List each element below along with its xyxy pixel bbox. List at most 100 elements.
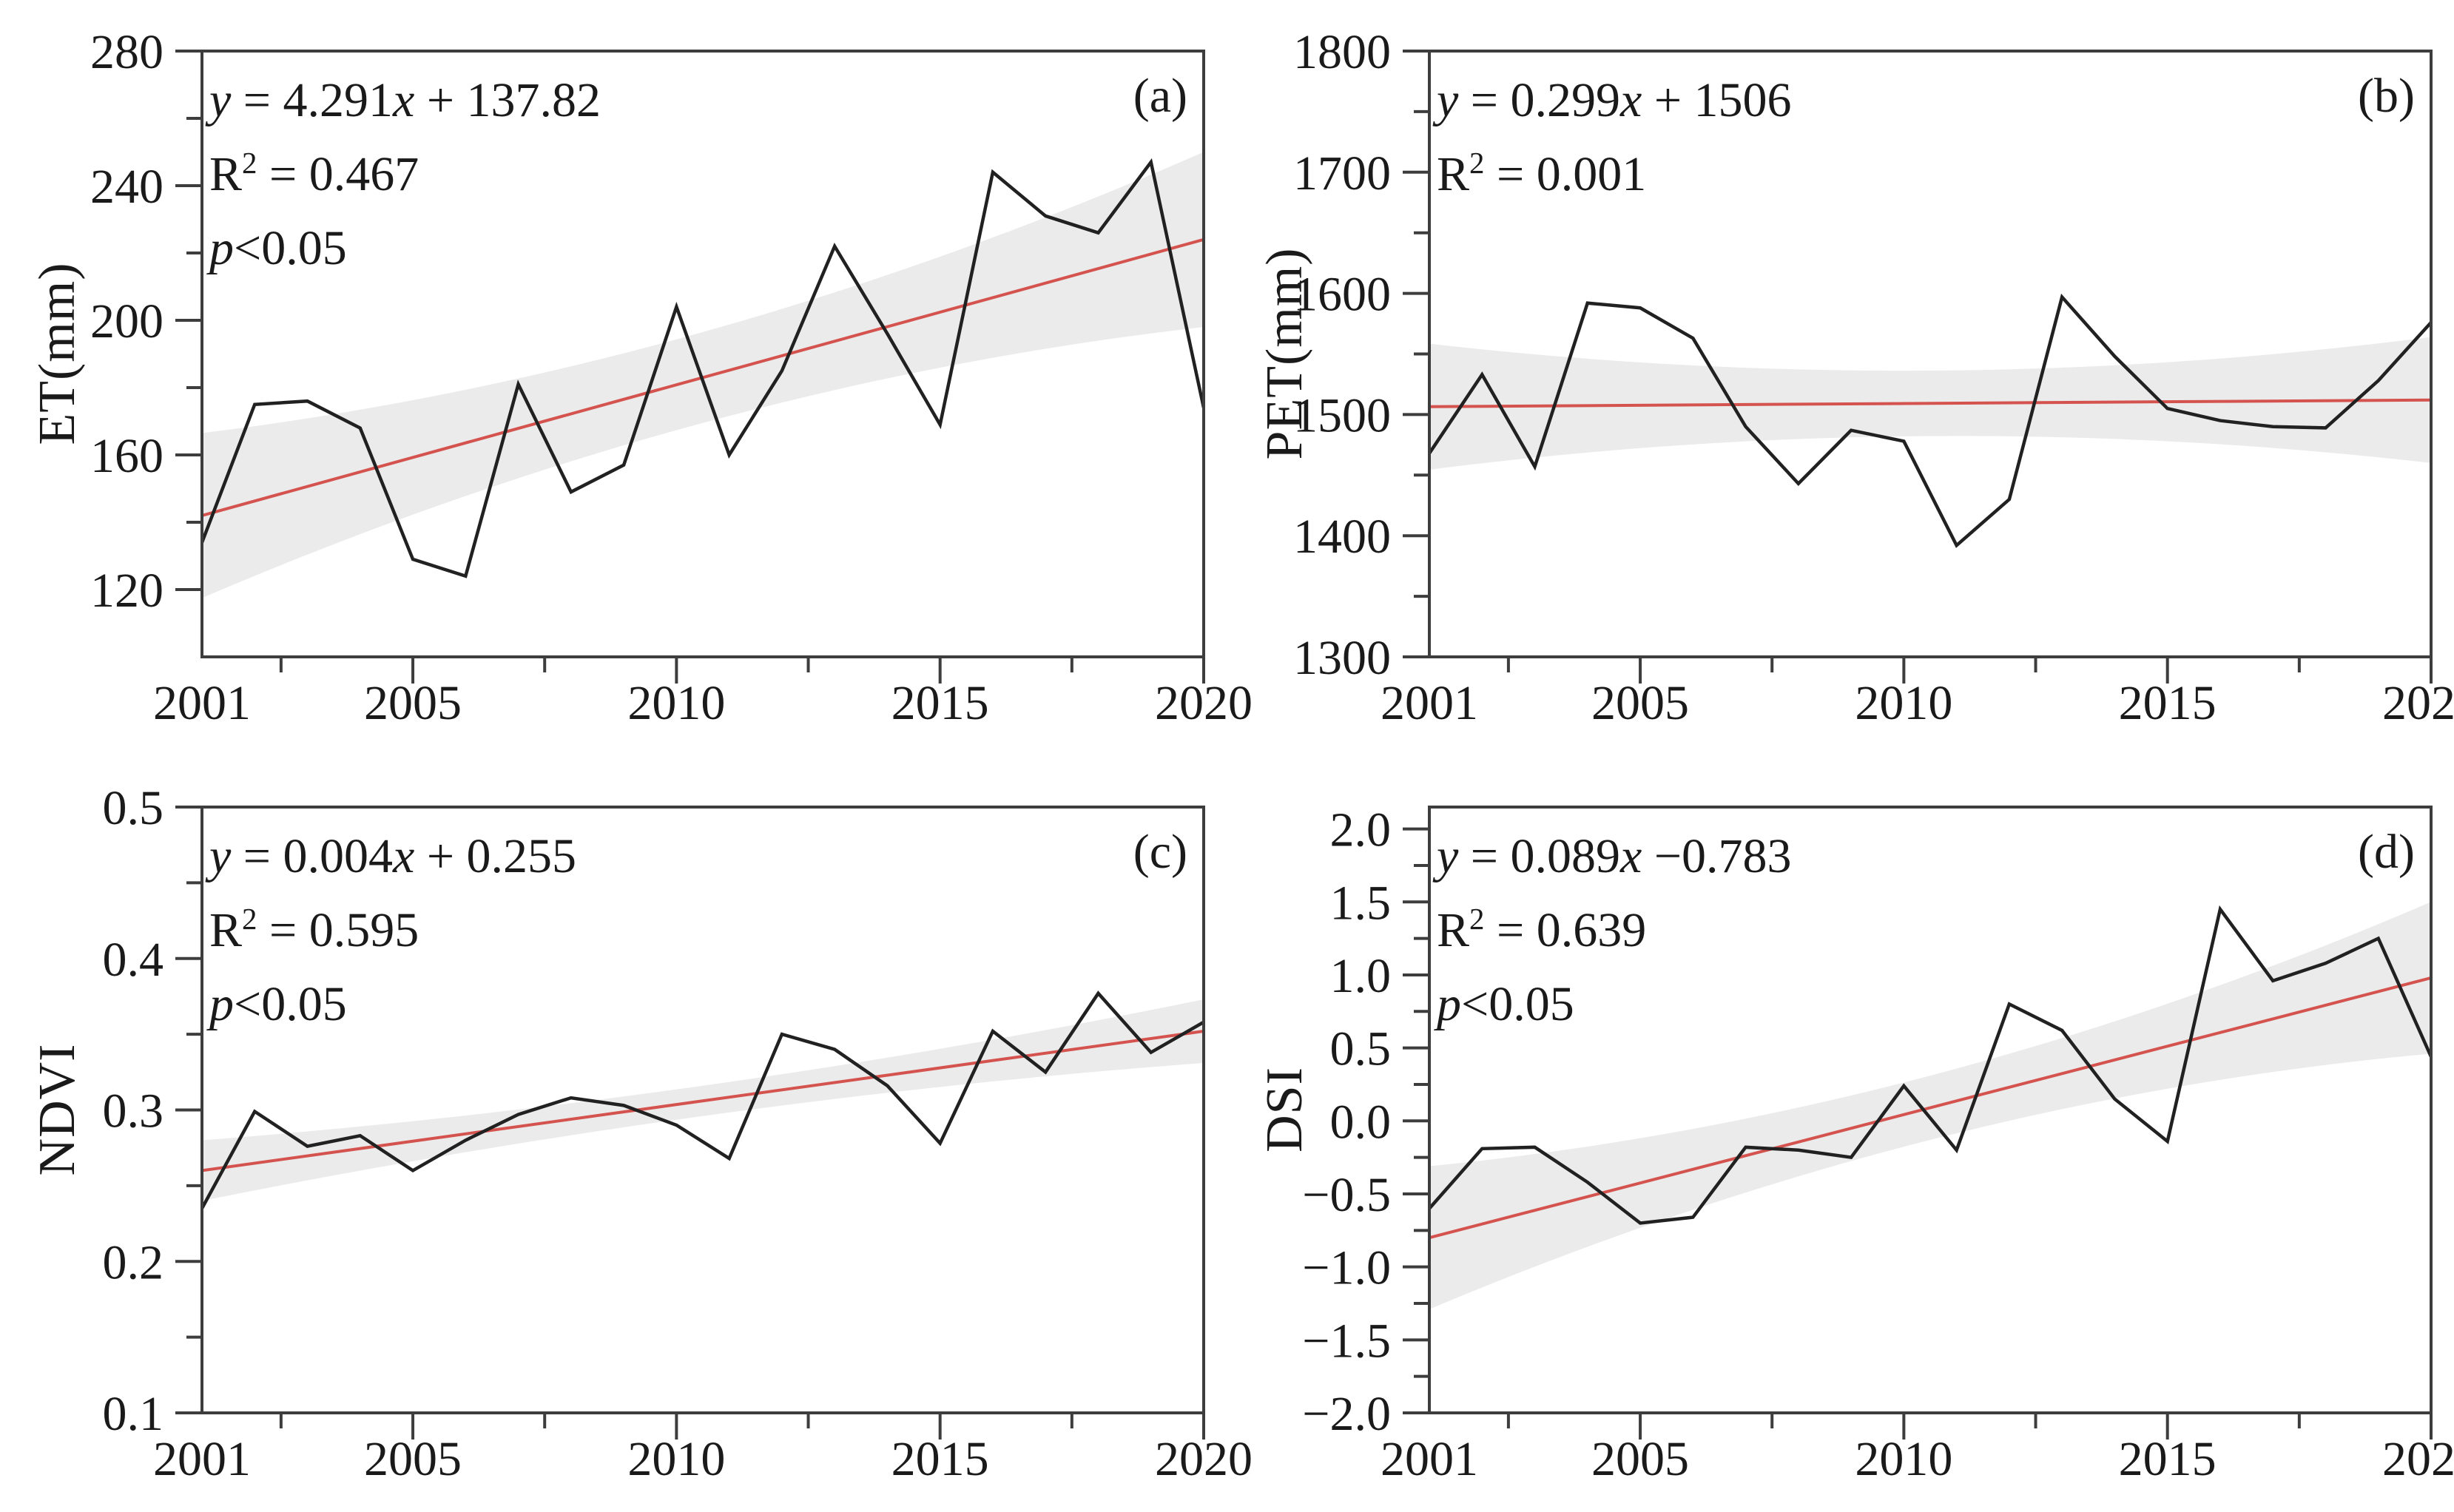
y-tick-label: 1500 [1293,388,1391,442]
y-axis-ticks: 0.1 0.2 0.3 0.4 0.5 [103,781,202,1441]
y-tick-label: −2.0 [1302,1387,1391,1441]
y-axis-title-d: DSI [1256,1067,1313,1152]
eq-fragment: p [1437,977,1461,1031]
eq-fragment: y [1437,73,1459,127]
y-tick-label: 1300 [1293,631,1391,685]
eq-fragment: + 0.255 [414,829,577,883]
r-squared-line: R2 = 0.639 [1437,894,1792,968]
x-tick-label: 2001 [1381,1432,1478,1486]
eq-fragment: = 0.089 [1458,829,1621,883]
data-line-PET(mm) [1429,293,2431,548]
panel-letter-c: (c) [1133,825,1187,879]
eq-fragment: p [209,977,234,1031]
eq-fragment: = 0.595 [257,903,419,957]
x-axis-ticks: 2001 2005 2010 2015 2020 [153,1413,1253,1486]
eq-fragment: y [209,829,232,883]
regression-equation: y = 4.291x + 137.82 [209,64,601,138]
annotation-block-b: y = 0.299x + 1506 R2 = 0.001 [1437,64,1792,212]
eq-fragment: + 1506 [1642,73,1792,127]
x-tick-label: 2010 [627,1432,725,1486]
x-tick-label: 2020 [2382,676,2454,730]
data-line-NDVI [202,990,1204,1209]
r-squared-line: R2 = 0.001 [1437,138,1792,212]
y-tick-label: 0.5 [103,781,164,835]
y-axis-title-c: NDVI [29,1043,86,1176]
x-tick-label: 2005 [1591,1432,1689,1486]
annotation-block-d: y = 0.089x −0.783 R2 = 0.639 p<0.05 [1437,820,1792,1042]
r-squared-line: R2 = 0.595 [209,894,576,968]
y-tick-label: 240 [90,160,164,214]
x-tick-label: 2015 [891,676,989,730]
p-value-line: p<0.05 [209,968,576,1042]
x-tick-label: 2020 [1155,676,1253,730]
eq-fragment: y [1437,829,1459,883]
x-tick-label: 2020 [1155,1432,1253,1486]
eq-fragment: x [1620,73,1642,127]
x-tick-label: 2001 [1381,676,1478,730]
eq-fragment: p [209,221,234,275]
eq-fragment: x [393,829,415,883]
y-axis-ticks: −2.0 −1.5 −1.0 −0.5 0.0 0.5 1.0 1.5 2.0 [1302,803,1429,1441]
plot-box [200,50,1205,658]
eq-fragment: x [393,73,415,127]
trend-line [1429,976,2431,1240]
plot-area-c: 0.1 0.2 0.3 0.4 0.5 2001 2005 2010 2015 2020 [103,781,1253,1486]
x-tick-label: 2010 [1855,676,1952,730]
y-tick-label: −0.5 [1302,1168,1391,1222]
x-tick-label: 2005 [364,676,462,730]
y-tick-label: 120 [90,564,164,618]
x-tick-label: 2010 [627,676,725,730]
y-axis-ticks: 1300 1400 1500 1600 1700 1800 [1293,25,1429,685]
regression-equation: y = 0.004x + 0.255 [209,820,576,894]
eq-fragment: R [1437,147,1470,201]
plot-area-a: 120 160 200 240 280 2001 2005 2010 2015 2020 [90,25,1253,730]
y-tick-label: 0.5 [1330,1022,1392,1076]
x-axis-ticks: 2001 2005 2010 2015 2020 [1381,657,2454,730]
y-tick-label: 1400 [1293,510,1391,564]
eq-fragment: R [209,903,243,957]
y-tick-label: 2.0 [1330,803,1392,857]
y-tick-label: 0.1 [103,1387,164,1441]
eq-fragment: = 4.291 [231,73,394,127]
p-value-line: p<0.05 [1437,968,1792,1042]
eq-fragment: R [1437,903,1470,957]
eq-fragment: <0.05 [234,221,347,275]
panel-letter-b: (b) [2358,69,2415,123]
y-axis-title-b: PET(mm) [1256,247,1313,460]
eq-fragment: R [209,147,243,201]
y-tick-label: 1.5 [1330,876,1392,930]
trend-line [1429,398,2431,408]
plot-area-b: 1300 1400 1500 1600 1700 1800 2001 2005 2010 2015… [1293,25,2454,730]
panel-letter-a: (a) [1133,69,1187,123]
eq-fragment: = 0.467 [257,147,419,201]
y-tick-label: 1600 [1293,268,1391,322]
x-axis-ticks: 2001 2005 2010 2015 2020 [153,657,1253,730]
x-tick-label: 2005 [364,1432,462,1486]
y-tick-label: 1.0 [1330,949,1392,1003]
eq-fragment: <0.05 [1461,977,1574,1031]
eq-fragment: −0.783 [1642,829,1792,883]
eq-fragment: <0.05 [234,977,347,1031]
panel-d-dsi: −2.0 −1.5 −1.0 −0.5 0.0 0.5 1.0 1.5 2.0 2001 2005 2… [1227,756,2454,1512]
superscript-two: 2 [242,146,257,180]
x-tick-label: 2005 [1591,676,1689,730]
y-tick-label: 0.2 [103,1235,164,1289]
eq-fragment: + 137.82 [414,73,601,127]
y-tick-label: 0.4 [103,933,164,987]
y-tick-label: 160 [90,429,164,483]
x-tick-label: 2010 [1855,1432,1952,1486]
annotation-block-a: y = 4.291x + 137.82 R2 = 0.467 p<0.05 [209,64,601,286]
data-line-DSI [1429,905,2431,1225]
confidence-band [202,152,1204,598]
x-tick-label: 2001 [153,1432,251,1486]
y-tick-label: −1.0 [1302,1241,1391,1295]
x-tick-label: 2015 [2119,676,2217,730]
y-tick-label: 0.0 [1330,1095,1392,1149]
panel-c-ndvi: 0.1 0.2 0.3 0.4 0.5 2001 2005 2010 2015 2020 NDVI… [0,756,1253,1512]
x-tick-label: 2020 [2382,1432,2454,1486]
regression-equation: y = 0.089x −0.783 [1437,820,1792,894]
annotation-block-c: y = 0.004x + 0.255 R2 = 0.595 p<0.05 [209,820,576,1042]
y-tick-label: 280 [90,25,164,79]
